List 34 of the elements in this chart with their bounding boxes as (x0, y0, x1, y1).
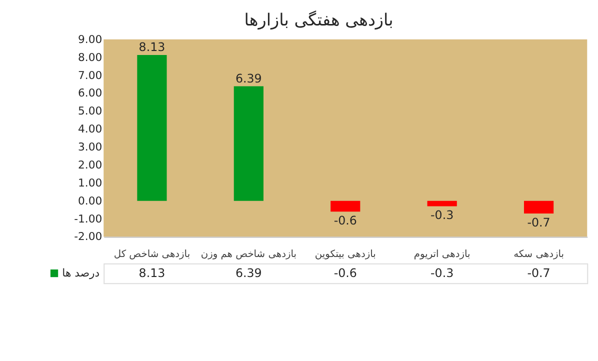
y-tick-label: 8.00 (78, 50, 102, 64)
text: 6.39 (236, 266, 262, 280)
text: -0.6 (334, 266, 357, 280)
bar (330, 200, 360, 212)
y-tick-label: 3.00 (78, 140, 102, 154)
x-tick-label: بازدهی سکه (514, 249, 564, 260)
x-tick-label: بازدهی شاخص هم وزن (200, 249, 297, 260)
data-label: -0.6 (334, 213, 357, 228)
data-label: 8.13 (138, 40, 166, 54)
bar (427, 200, 457, 206)
y-tick-label: 1.00 (78, 176, 102, 190)
data-label: -0.7 (527, 215, 550, 230)
y-tick-label: 0.00 (78, 194, 102, 208)
x-tick-label: بازدهی بیتکوین (314, 249, 376, 260)
text: -0.7 (527, 266, 550, 280)
data-label: 6.39 (236, 71, 262, 86)
y-tick-label: -2.00 (74, 230, 102, 244)
data-label: -0.3 (430, 208, 454, 222)
y-tick-label: 4.00 (78, 122, 102, 136)
bar (234, 86, 264, 201)
legend-label: درصد ها (62, 266, 100, 280)
y-tick-label: 7.00 (78, 68, 102, 82)
y-tick-label: 2.00 (78, 158, 102, 172)
y-tick-label: 6.00 (78, 86, 102, 100)
bar (137, 55, 167, 201)
text: -0.3 (430, 266, 454, 280)
y-tick-label: 9.00 (78, 32, 102, 46)
x-tick-label: بازدهی اتریوم (414, 249, 470, 260)
y-tick-label: -1.00 (74, 212, 102, 226)
y-tick-label: 5.00 (78, 104, 102, 118)
text: 8.13 (138, 266, 166, 280)
chart-title: بازدهی هفتگی بازارها (244, 10, 394, 31)
x-tick-label: بازدهی شاخص کل (114, 249, 190, 260)
bar (524, 200, 554, 214)
